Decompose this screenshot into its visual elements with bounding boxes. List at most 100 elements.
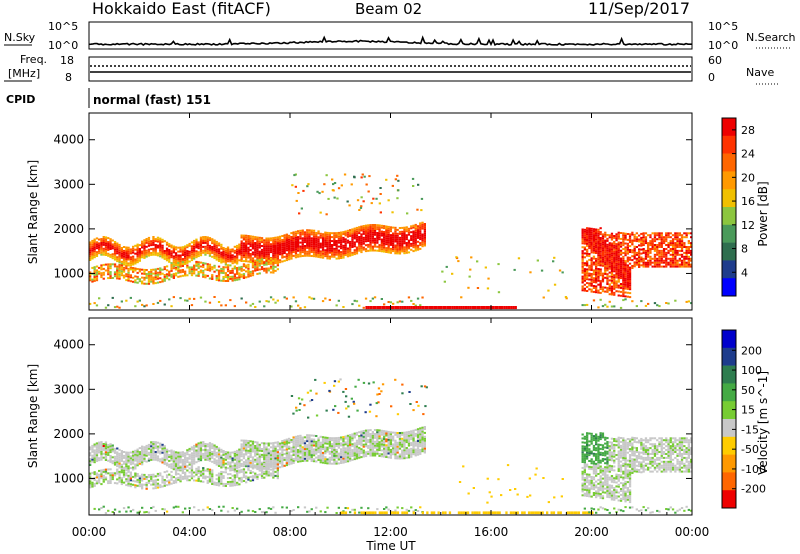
velocity-cell <box>147 474 151 476</box>
power-cell <box>592 299 596 302</box>
power-cell <box>653 257 657 260</box>
velocity-cell <box>224 454 227 457</box>
power-cell <box>328 249 331 252</box>
power-cell <box>581 285 584 288</box>
power-cell <box>217 254 221 257</box>
power-cell <box>586 231 589 234</box>
velocity-cell <box>152 505 155 508</box>
velocity-cell <box>206 445 209 448</box>
power-cell <box>107 248 110 251</box>
power-cell <box>129 274 132 277</box>
power-cell <box>647 259 650 262</box>
velocity-cell <box>152 444 155 447</box>
power-cell <box>586 248 589 251</box>
velocity-cell <box>213 446 216 449</box>
power-cell <box>610 266 614 268</box>
power-cell <box>683 236 686 239</box>
power-cell <box>660 242 663 245</box>
power-cell <box>91 245 94 248</box>
power-cell <box>152 241 155 244</box>
power-cell <box>172 275 175 278</box>
power-cell <box>333 236 336 239</box>
power-cell <box>586 268 589 271</box>
power-cell <box>188 252 191 255</box>
velocity-cell <box>247 451 250 454</box>
power-cell <box>337 239 340 242</box>
velocity-cell <box>211 456 214 459</box>
power-cell <box>118 306 121 309</box>
power-cell <box>346 239 350 242</box>
power-cell <box>107 304 110 307</box>
power-cell <box>331 244 334 246</box>
power-cell <box>451 306 454 310</box>
velocity-cell <box>331 462 334 465</box>
velocity-cell <box>233 450 236 453</box>
power-cell <box>362 240 365 243</box>
velocity-cell <box>326 448 329 451</box>
power-cell <box>340 253 343 256</box>
velocity-cell <box>190 471 194 474</box>
power-cell <box>595 289 598 292</box>
power-cell <box>369 231 372 234</box>
power-cell <box>606 261 609 264</box>
power-cell <box>373 233 377 236</box>
power-cell <box>367 236 370 238</box>
power-cell <box>344 234 347 237</box>
power-cell <box>95 269 99 272</box>
power-cell <box>292 237 295 240</box>
power-cell <box>100 238 103 241</box>
power-cell <box>644 263 648 266</box>
velocity-cell <box>193 452 196 455</box>
power-cell <box>687 259 690 262</box>
power-cell <box>633 237 636 240</box>
power-cell <box>680 240 684 243</box>
power-cell <box>184 259 187 262</box>
power-cell <box>312 233 316 236</box>
power-cell <box>597 234 600 237</box>
power-cell <box>379 187 382 189</box>
power-cell <box>213 249 216 252</box>
velocity-cell <box>111 456 114 459</box>
velocity-cell <box>116 447 119 450</box>
velocity-cell <box>299 458 302 461</box>
power-cell <box>597 258 600 261</box>
power-cell <box>396 197 399 200</box>
velocity-cell <box>310 442 313 445</box>
velocity-cell <box>233 480 236 483</box>
power-cell <box>626 282 629 284</box>
power-cell <box>608 250 611 252</box>
velocity-cell <box>292 444 295 447</box>
power-cell <box>190 255 194 258</box>
power-cell <box>414 304 417 307</box>
power-cell <box>120 247 123 249</box>
velocity-cell <box>177 505 180 508</box>
power-cell <box>326 235 329 238</box>
power-cell <box>387 249 390 252</box>
velocity-cell <box>290 462 293 465</box>
power-cell <box>265 239 268 242</box>
power-cell <box>229 254 232 257</box>
power-cell <box>690 246 693 248</box>
power-cell <box>272 256 275 259</box>
power-cell <box>245 252 248 255</box>
velocity-cell <box>188 467 191 470</box>
velocity-cell <box>100 448 103 451</box>
power-cell <box>129 266 132 269</box>
power-cell <box>299 245 302 248</box>
power-cell <box>674 251 677 254</box>
power-cell <box>310 249 313 252</box>
power-cell <box>613 262 616 265</box>
power-cell <box>215 246 218 249</box>
power-cell <box>617 249 620 252</box>
velocity-cell <box>267 442 270 445</box>
velocity-cell <box>288 437 291 440</box>
power-cell <box>258 250 261 253</box>
power-cell <box>660 251 663 254</box>
power-cell <box>93 302 96 305</box>
power-cell <box>353 235 356 238</box>
power-cell <box>274 258 277 261</box>
power-cell <box>412 246 415 249</box>
power-cell <box>276 242 279 245</box>
power-cell <box>622 279 625 282</box>
velocity-cell <box>215 455 218 458</box>
